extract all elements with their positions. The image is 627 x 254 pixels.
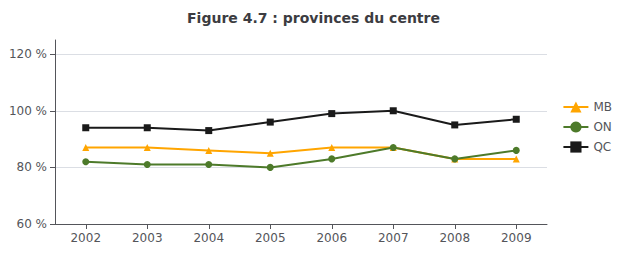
svg-text:2006: 2006 xyxy=(316,231,347,245)
svg-text:80 %: 80 % xyxy=(17,160,48,174)
svg-text:2007: 2007 xyxy=(378,231,409,245)
svg-text:2002: 2002 xyxy=(70,231,101,245)
svg-text:60 %: 60 % xyxy=(17,217,48,231)
svg-text:2008: 2008 xyxy=(439,231,470,245)
svg-text:ON: ON xyxy=(593,120,611,134)
svg-text:2003: 2003 xyxy=(132,231,163,245)
svg-text:2004: 2004 xyxy=(193,231,224,245)
svg-text:Figure 4.7 : provinces du cent: Figure 4.7 : provinces du centre xyxy=(187,10,440,26)
svg-text:QC: QC xyxy=(593,140,611,154)
svg-text:2009: 2009 xyxy=(501,231,532,245)
svg-text:MB: MB xyxy=(593,100,612,114)
svg-text:120 %: 120 % xyxy=(9,47,47,61)
svg-text:100 %: 100 % xyxy=(9,104,47,118)
svg-text:2005: 2005 xyxy=(255,231,286,245)
